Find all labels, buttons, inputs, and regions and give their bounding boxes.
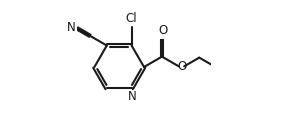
Text: O: O (158, 24, 167, 37)
Text: Cl: Cl (126, 12, 137, 25)
Text: N: N (67, 21, 75, 34)
Text: N: N (128, 90, 137, 103)
Text: O: O (177, 59, 186, 73)
